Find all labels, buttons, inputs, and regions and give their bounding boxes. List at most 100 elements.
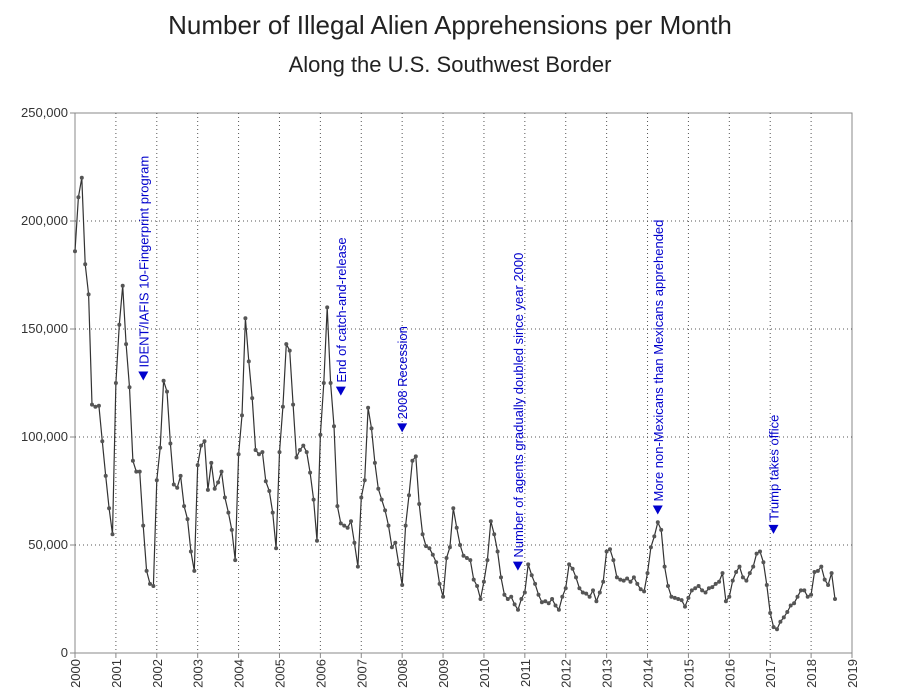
x-tick-label: 2010 bbox=[477, 659, 492, 688]
data-point bbox=[325, 305, 330, 310]
data-point bbox=[90, 402, 94, 407]
data-point bbox=[686, 595, 691, 600]
data-point bbox=[110, 532, 115, 537]
data-point bbox=[199, 443, 204, 448]
data-point bbox=[151, 584, 156, 588]
data-point bbox=[693, 586, 698, 591]
data-point bbox=[505, 597, 510, 601]
data-point bbox=[775, 627, 779, 632]
data-point bbox=[413, 454, 418, 459]
x-tick-label: 2005 bbox=[272, 659, 287, 688]
data-point bbox=[631, 575, 636, 580]
data-point bbox=[764, 583, 769, 587]
chart-title: Number of Illegal Alien Apprehensions pe… bbox=[168, 10, 732, 40]
data-point bbox=[689, 588, 694, 593]
data-point bbox=[154, 478, 159, 483]
data-point bbox=[700, 588, 705, 593]
data-point bbox=[113, 381, 118, 385]
data-point bbox=[73, 249, 77, 254]
data-point bbox=[740, 575, 745, 580]
data-point bbox=[771, 625, 776, 630]
data-point bbox=[734, 570, 739, 574]
data-point bbox=[420, 532, 425, 537]
data-point bbox=[672, 595, 677, 600]
data-point bbox=[93, 404, 98, 409]
data-point bbox=[717, 579, 722, 584]
data-point bbox=[318, 432, 323, 437]
data-point bbox=[556, 607, 561, 612]
data-point bbox=[676, 597, 681, 601]
data-point bbox=[257, 452, 261, 457]
annotation-label: More non-Mexicans than Mexicans apprehen… bbox=[651, 220, 666, 502]
data-point bbox=[372, 460, 377, 465]
x-tick-label: 2013 bbox=[600, 659, 615, 688]
data-point bbox=[103, 473, 108, 478]
data-point bbox=[274, 546, 279, 551]
x-tick-label: 2008 bbox=[395, 659, 410, 688]
data-point bbox=[127, 385, 132, 390]
data-point bbox=[171, 482, 176, 487]
data-point bbox=[301, 443, 306, 448]
data-point bbox=[379, 497, 384, 502]
x-tick-label: 2003 bbox=[191, 659, 206, 688]
data-point bbox=[212, 486, 217, 491]
data-point bbox=[655, 520, 660, 525]
data-point bbox=[96, 403, 101, 408]
data-point bbox=[461, 553, 466, 558]
y-tick-label: 100,000 bbox=[21, 429, 68, 444]
y-tick-label: 50,000 bbox=[28, 537, 68, 552]
data-point bbox=[543, 599, 548, 604]
data-point bbox=[359, 495, 364, 500]
data-point bbox=[608, 547, 612, 552]
data-point bbox=[754, 551, 759, 556]
data-point bbox=[144, 568, 149, 573]
data-point bbox=[614, 575, 619, 580]
data-point bbox=[516, 607, 520, 612]
x-tick-label: 2002 bbox=[150, 659, 165, 688]
data-point bbox=[730, 578, 735, 583]
data-point bbox=[430, 552, 435, 557]
data-point bbox=[267, 489, 272, 493]
data-point bbox=[744, 578, 749, 583]
data-point bbox=[751, 564, 756, 569]
data-point bbox=[495, 549, 500, 554]
data-point bbox=[328, 381, 333, 385]
data-point bbox=[332, 424, 336, 429]
x-tick-label: 2007 bbox=[354, 659, 369, 688]
data-point bbox=[246, 359, 251, 364]
annotation-marker bbox=[397, 423, 408, 433]
data-point bbox=[321, 381, 326, 385]
annotation-label: Trump takes office bbox=[766, 415, 781, 521]
data-point bbox=[79, 175, 84, 180]
data-point bbox=[768, 611, 773, 615]
x-tick-label: 2011 bbox=[518, 659, 533, 687]
data-point bbox=[471, 577, 476, 582]
data-point bbox=[396, 562, 401, 567]
data-point bbox=[120, 283, 125, 288]
data-point bbox=[441, 594, 446, 599]
data-point bbox=[550, 597, 555, 601]
data-point bbox=[727, 594, 732, 599]
x-tick-label: 2019 bbox=[845, 659, 860, 688]
data-point bbox=[621, 578, 626, 583]
data-point bbox=[400, 583, 405, 587]
data-point bbox=[778, 619, 783, 624]
data-point bbox=[526, 562, 531, 567]
data-point bbox=[648, 545, 653, 550]
data-point bbox=[451, 506, 456, 511]
data-point bbox=[563, 586, 568, 591]
data-point bbox=[315, 538, 319, 543]
data-point bbox=[424, 544, 428, 549]
data-point bbox=[580, 590, 585, 595]
data-point bbox=[706, 586, 711, 591]
data-point bbox=[805, 594, 810, 599]
data-point bbox=[124, 342, 129, 347]
data-point bbox=[829, 571, 834, 576]
data-point bbox=[536, 592, 541, 597]
data-point bbox=[781, 615, 786, 620]
data-point bbox=[666, 584, 670, 588]
x-tick-label: 2001 bbox=[109, 659, 124, 688]
annotation-marker bbox=[512, 561, 523, 571]
data-point bbox=[713, 581, 718, 586]
data-point bbox=[216, 480, 221, 485]
